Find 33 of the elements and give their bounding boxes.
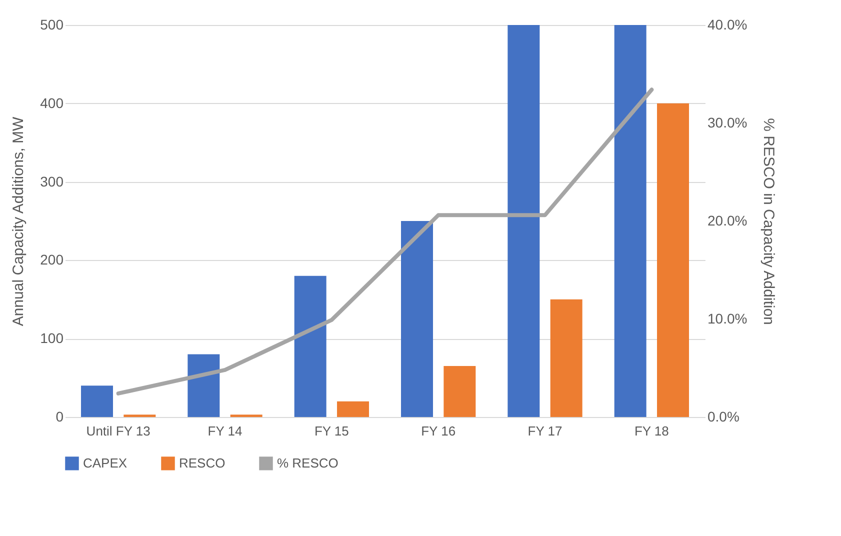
y-tick-label: 300 [40, 173, 64, 190]
y2-tick-label: 30.0% [708, 114, 748, 130]
bar [401, 221, 433, 417]
y-axis-title: Annual Capacity Additions, MW [10, 116, 28, 326]
y2-tick-label: 20.0% [708, 212, 748, 228]
bar [81, 386, 113, 417]
x-tick-label: FY 14 [208, 424, 242, 438]
y-tick-label: 500 [40, 16, 64, 32]
y-tick-label: 0 [56, 408, 64, 424]
y2-tick-label: 0.0% [708, 408, 740, 424]
bar [508, 25, 540, 417]
line-series [116, 88, 654, 396]
bar [188, 354, 220, 417]
bar [550, 299, 582, 417]
y-tick-label: 200 [40, 252, 64, 268]
y-tick-label: 100 [40, 330, 64, 346]
y2-tick-label: 40.0% [708, 16, 748, 32]
legend-label: CAPEX [83, 455, 128, 470]
y2-tick-label: 10.0% [708, 310, 748, 326]
x-tick-label: FY 17 [528, 424, 562, 438]
bar [294, 276, 326, 417]
y2-axis-title: % RESCO in Capacity Addition [760, 118, 778, 325]
bar [614, 25, 646, 417]
x-tick-label: FY 15 [314, 424, 349, 438]
x-tick-label: FY 16 [421, 424, 456, 438]
bar [444, 366, 476, 417]
bar [337, 401, 369, 417]
y-tick-label: 400 [40, 94, 64, 111]
legend-label: RESCO [179, 455, 226, 470]
legend-label: % RESCO [277, 455, 338, 470]
x-tick-label: Until FY 13 [86, 424, 150, 438]
x-tick-label: FY 18 [634, 424, 669, 438]
bar [657, 103, 689, 417]
